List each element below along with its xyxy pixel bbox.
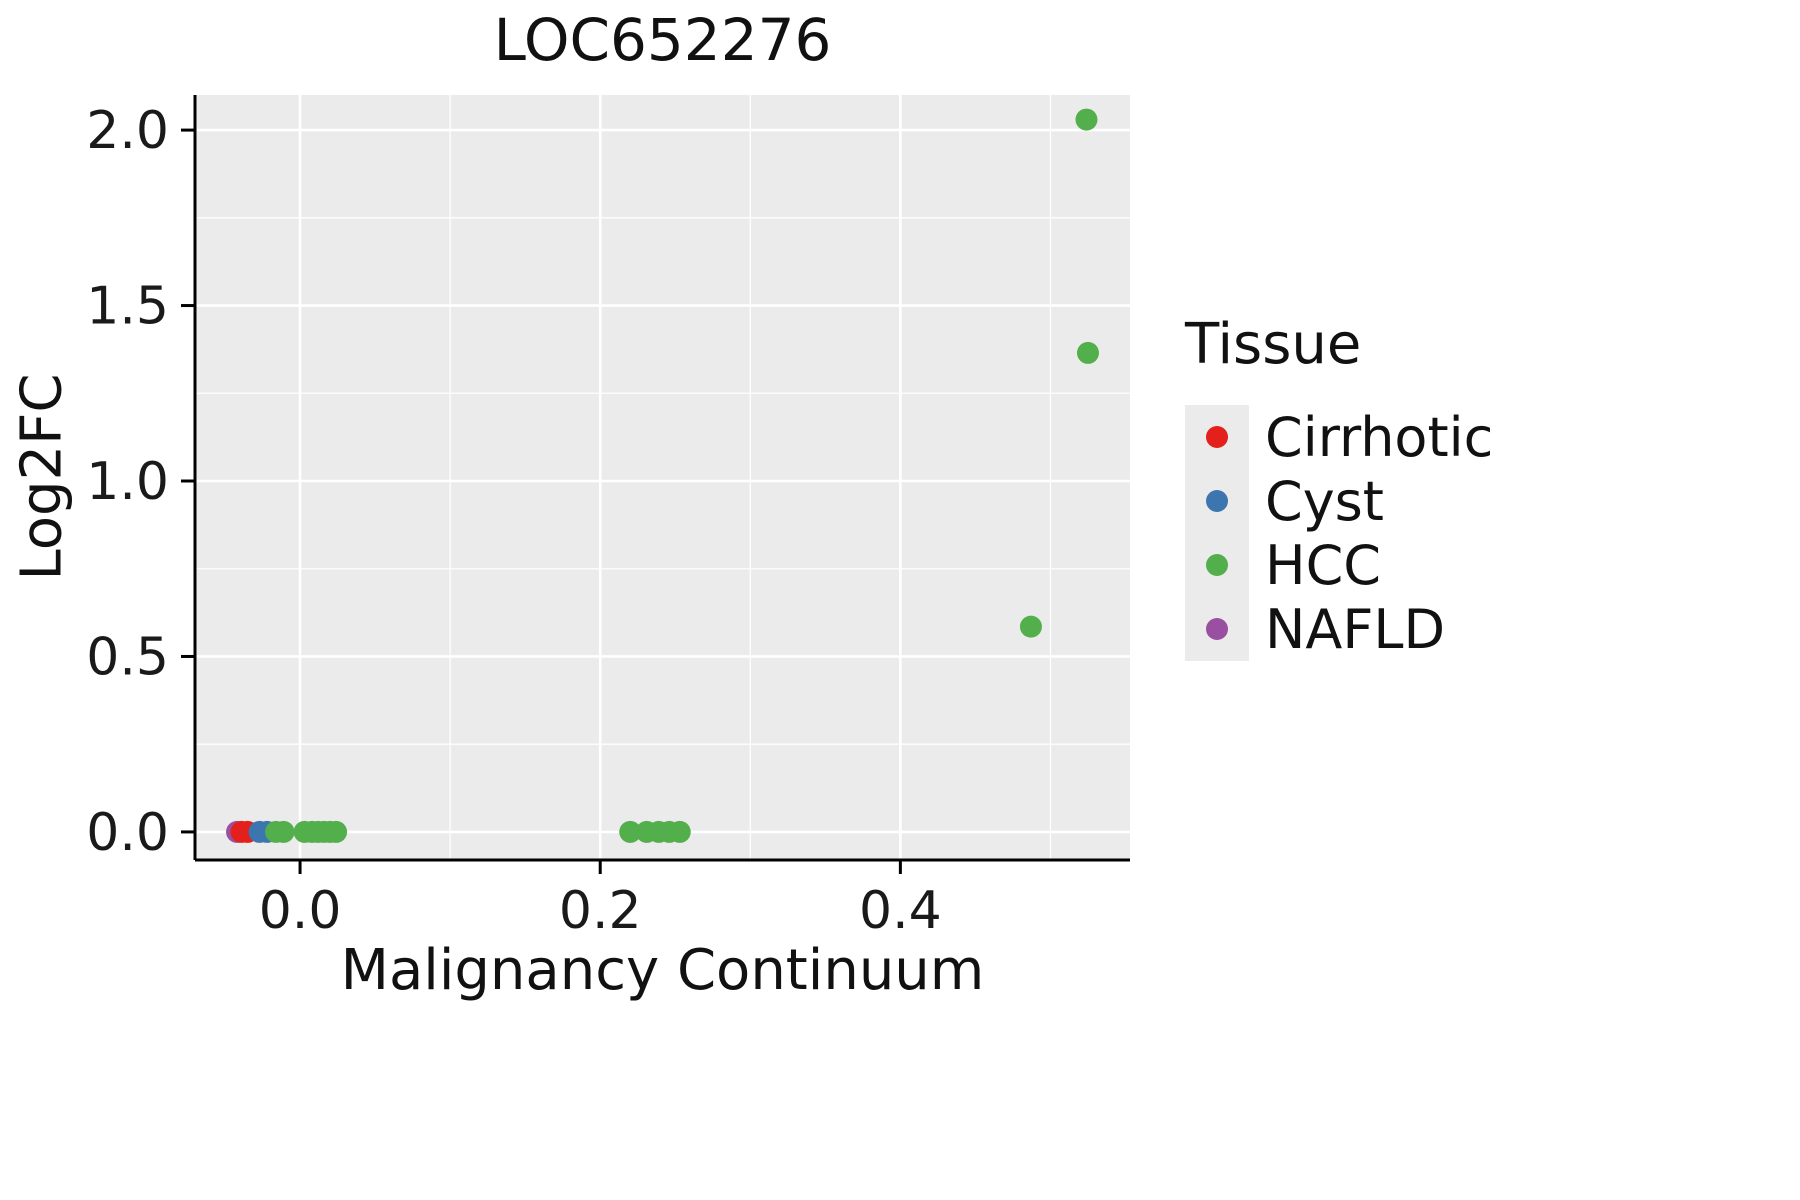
x-tick-label: 0.0 [259,881,342,941]
legend-entry-nafld: NAFLD [1185,597,1493,661]
data-point-hcc [619,820,642,843]
data-point-hcc [1076,341,1099,364]
y-tick-label: 1.0 [86,452,169,512]
x-tick-label: 0.2 [559,881,642,941]
legend-entry-label: Cirrhotic [1265,405,1494,469]
chart-title: LOC652276 [493,6,832,74]
x-axis-label: Malignancy Continuum [340,938,985,1003]
plot-panel [195,95,1130,860]
legend-key-swatch [1185,597,1249,661]
legend-entry-label: Cyst [1265,469,1384,533]
y-tick-label: 2.0 [86,101,169,161]
data-point-hcc [272,820,295,843]
legend-entry-label: HCC [1265,533,1382,597]
data-point-hcc [325,820,348,843]
legend-title: Tissue [1185,312,1362,377]
legend-key-swatch [1185,405,1249,469]
legend-dot-icon [1206,554,1228,576]
y-tick-label: 0.5 [86,627,169,687]
legend-dot-icon [1206,426,1228,448]
legend-entry-hcc: HCC [1185,533,1493,597]
data-point-hcc [1075,108,1098,131]
legend-entry-cirrhotic: Cirrhotic [1185,405,1493,469]
legend-key-swatch [1185,533,1249,597]
legend: Tissue Cirrhotic Cyst HCC NAFLD [1185,312,1493,661]
y-axis-label: Log2FC [9,373,75,581]
legend-entry-cyst: Cyst [1185,469,1493,533]
y-tick-label: 0.0 [86,803,169,863]
legend-entries: Cirrhotic Cyst HCC NAFLD [1185,405,1493,661]
y-tick-label: 1.5 [86,277,169,337]
legend-key-swatch [1185,469,1249,533]
legend-entry-label: NAFLD [1265,597,1446,661]
data-point-hcc [668,820,691,843]
data-point-hcc [1019,615,1042,638]
legend-dot-icon [1206,490,1228,512]
legend-dot-icon [1206,618,1228,640]
x-tick-label: 0.4 [859,881,942,941]
